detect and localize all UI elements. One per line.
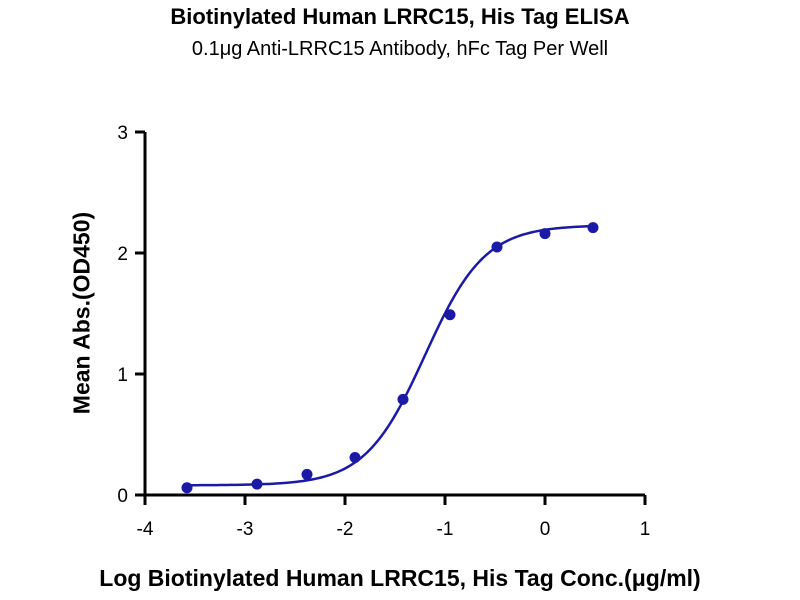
- x-axis-label: Log Biotinylated Human LRRC15, His Tag C…: [99, 565, 701, 591]
- x-tick-label: 1: [640, 519, 651, 540]
- data-point: [444, 309, 456, 321]
- data-point: [539, 228, 551, 240]
- data-point: [251, 478, 263, 490]
- y-tick-label: 0: [117, 486, 128, 507]
- x-tick-label: -1: [437, 519, 454, 540]
- y-tick-label: 2: [117, 244, 128, 265]
- data-points: [181, 222, 599, 494]
- y-tick-label: 3: [117, 123, 128, 144]
- axes: [143, 132, 645, 497]
- chart-title: Biotinylated Human LRRC15, His Tag ELISA: [170, 4, 630, 29]
- chart-subtitle: 0.1μg Anti-LRRC15 Antibody, hFc Tag Per …: [191, 38, 609, 60]
- fit-curve: [186, 224, 594, 487]
- x-tick-label: -4: [137, 519, 154, 540]
- x-ticks: -4 -3 -2 -1 0 1: [137, 495, 651, 540]
- x-tick-label: -2: [337, 519, 354, 540]
- x-tick-label: 0: [540, 519, 551, 540]
- data-point: [587, 222, 599, 234]
- data-point: [349, 451, 361, 463]
- data-point: [181, 482, 193, 494]
- data-point: [397, 393, 409, 405]
- y-ticks: 0 1 2 3: [117, 123, 145, 507]
- data-point: [491, 241, 503, 253]
- y-tick-label: 1: [117, 365, 128, 386]
- data-point: [301, 468, 313, 480]
- x-tick-label: -3: [237, 519, 254, 540]
